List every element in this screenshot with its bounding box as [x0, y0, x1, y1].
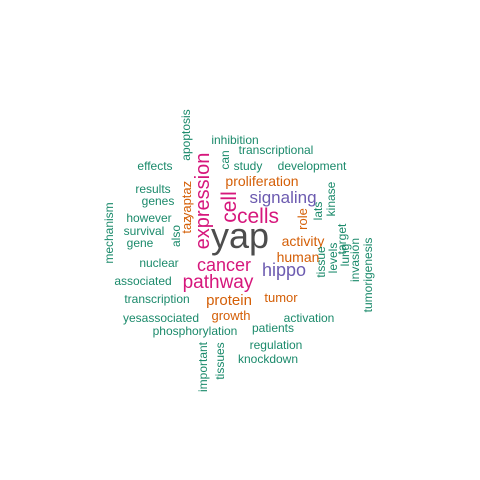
word-tumorigenesis: tumorigenesis	[361, 238, 375, 313]
word-levels: levels	[326, 243, 340, 274]
word-can: can	[218, 150, 232, 169]
word-proliferation: proliferation	[225, 173, 298, 189]
word-inhibition: inhibition	[211, 133, 258, 147]
word-gene: gene	[127, 236, 154, 250]
word-patients: patients	[252, 321, 294, 335]
word-growth: growth	[211, 308, 250, 323]
word-results: results	[135, 182, 170, 196]
word-human: human	[277, 249, 320, 265]
word-expression: expression	[192, 153, 214, 250]
word-cells: cells	[237, 205, 279, 228]
word-tissue: tissue	[314, 246, 328, 278]
word-cell: cell	[218, 191, 241, 223]
word-development: development	[278, 159, 347, 173]
word-however: however	[126, 211, 171, 225]
word-protein: protein	[206, 292, 252, 309]
word-hippo: hippo	[262, 260, 306, 280]
word-transcription: transcription	[124, 292, 189, 306]
word-taz: taz	[179, 216, 194, 233]
word-survival: survival	[124, 224, 165, 238]
word-knockdown: knockdown	[238, 352, 298, 366]
word-tissues: tissues	[213, 342, 227, 379]
word-yaptaz: yaptaz	[179, 181, 194, 219]
word-lats: lats	[311, 202, 325, 221]
word-important: important	[196, 341, 210, 392]
word-study: study	[234, 159, 263, 173]
word-role: role	[295, 208, 310, 230]
word-cancer: cancer	[197, 255, 251, 275]
word-also: also	[169, 225, 183, 247]
word-phosphorylation: phosphorylation	[153, 324, 238, 338]
word-activity: activity	[282, 233, 325, 249]
word-invasion: invasion	[348, 238, 362, 282]
word-associated: associated	[114, 274, 171, 288]
word-kinase: kinase	[324, 181, 338, 216]
word-effects: effects	[137, 159, 172, 173]
word-lung: lung	[338, 244, 352, 267]
word-pathway: pathway	[183, 272, 254, 293]
word-regulation: regulation	[250, 338, 303, 352]
word-transcriptional: transcriptional	[239, 143, 314, 157]
word-genes: genes	[142, 194, 175, 208]
word-yap: yap	[211, 215, 269, 256]
word-activation: activation	[284, 311, 335, 325]
word-apoptosis: apoptosis	[179, 109, 193, 160]
word-nuclear: nuclear	[139, 256, 178, 270]
word-target: target	[335, 223, 349, 254]
word-tumor: tumor	[264, 290, 298, 305]
word-mechanism: mechanism	[102, 202, 116, 263]
word-yesassociated: yesassociated	[123, 311, 199, 325]
word-signaling: signaling	[249, 188, 316, 207]
